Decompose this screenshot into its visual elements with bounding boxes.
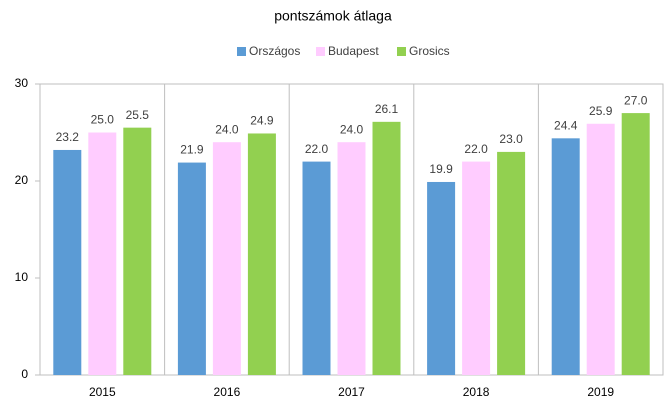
data-label: 25.9 xyxy=(589,104,613,118)
data-label: 21.9 xyxy=(180,143,204,157)
bar xyxy=(337,142,366,375)
data-label: 19.9 xyxy=(429,162,453,176)
data-label: 26.1 xyxy=(375,102,399,116)
legend-label: Országos xyxy=(249,44,300,58)
data-label: 27.0 xyxy=(624,93,648,107)
y-tick-label: 10 xyxy=(15,270,29,284)
bar xyxy=(497,151,526,375)
bar xyxy=(247,133,276,375)
chart-title: pontszámok átlaga xyxy=(274,8,392,24)
bar xyxy=(53,149,82,375)
legend-swatch xyxy=(316,47,325,56)
y-tick-label: 20 xyxy=(15,173,29,187)
x-tick-label: 2017 xyxy=(338,385,365,399)
bar xyxy=(372,121,401,375)
data-label: 23.0 xyxy=(499,132,523,146)
data-label: 24.0 xyxy=(215,122,239,136)
x-tick-label: 2019 xyxy=(587,385,614,399)
legend-swatch xyxy=(397,47,406,56)
bar xyxy=(462,161,491,375)
data-label: 24.0 xyxy=(340,122,364,136)
data-label: 24.9 xyxy=(250,114,274,128)
bar xyxy=(427,181,456,375)
bar xyxy=(177,162,206,375)
bar xyxy=(88,132,117,375)
bar xyxy=(123,127,152,376)
bar xyxy=(586,123,615,376)
legend-label: Budapest xyxy=(328,44,379,58)
data-label: 25.0 xyxy=(91,113,115,127)
data-label: 25.5 xyxy=(126,108,150,122)
legend-label: Grosics xyxy=(409,44,450,58)
data-label: 24.4 xyxy=(554,118,578,132)
y-tick-label: 30 xyxy=(15,76,29,90)
bar xyxy=(302,161,331,375)
data-label: 22.0 xyxy=(305,142,329,156)
y-tick-label: 0 xyxy=(21,367,28,381)
x-tick-label: 2016 xyxy=(214,385,241,399)
legend-swatch xyxy=(237,47,246,56)
bar xyxy=(551,138,580,375)
bar xyxy=(621,113,650,375)
data-label: 23.2 xyxy=(56,130,80,144)
data-label: 22.0 xyxy=(464,142,488,156)
x-tick-label: 2018 xyxy=(463,385,490,399)
x-tick-label: 2015 xyxy=(89,385,116,399)
bar xyxy=(212,142,241,375)
